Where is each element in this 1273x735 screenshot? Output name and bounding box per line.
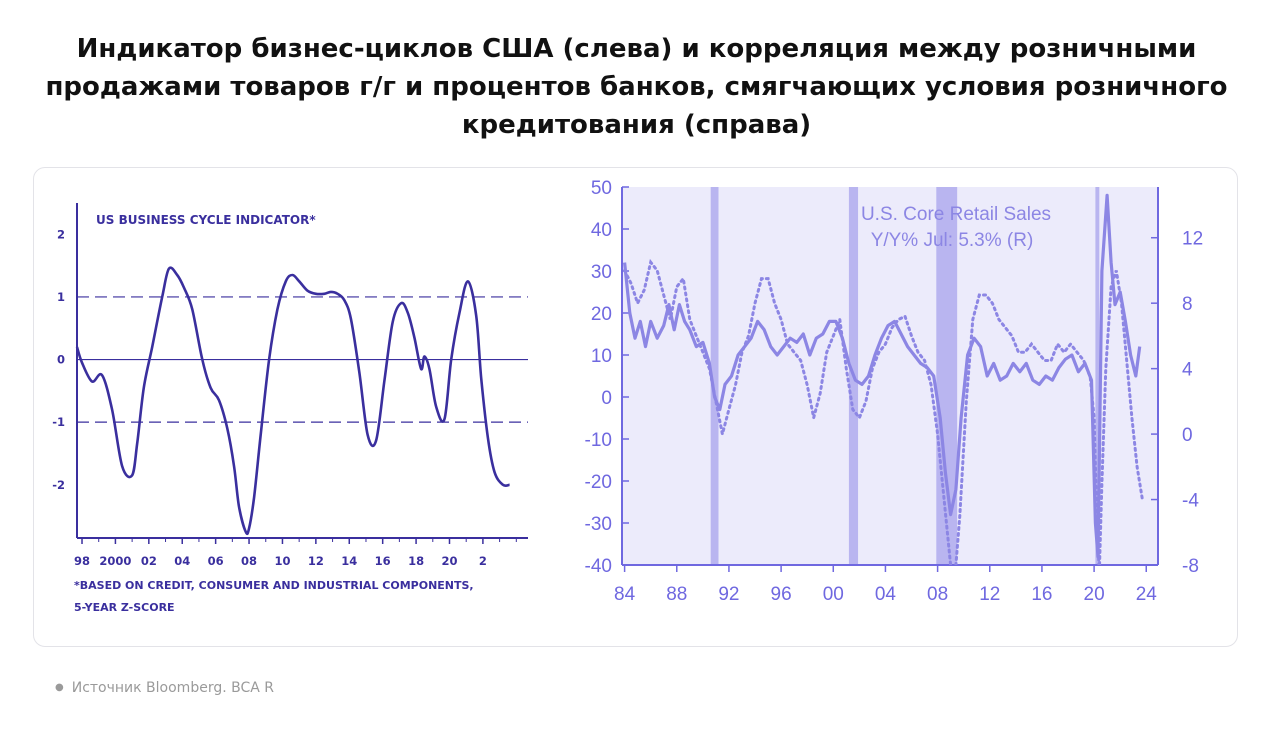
- right-annotation-line: U.S. Core Retail Sales: [861, 204, 1051, 225]
- right-x-tick-label: 12: [979, 584, 1000, 605]
- left-y-tick-label: -1: [52, 415, 65, 429]
- left-x-tick-label: 08: [241, 554, 257, 568]
- right-x-tick-label: 96: [771, 584, 792, 605]
- chart-card: 2 1 0 -1 -2 98 2000 02 04 06 08 10 12 14 16 18 20 2 US BUS…: [33, 167, 1238, 647]
- right-x-tick-label: 16: [1031, 584, 1052, 605]
- right-x-tick-label: 84: [614, 584, 636, 605]
- business-cycle-line: [75, 266, 510, 536]
- left-y-tick-label: 2: [57, 227, 65, 241]
- left-x-tick-label: 20: [441, 554, 457, 568]
- recession-band: [936, 187, 958, 565]
- right-y-right-tick-label: 0: [1182, 425, 1193, 446]
- left-chart: 210-1-298 2000 02 04 06 08 10 12 14 16 18 20 2US BUS…: [52, 203, 528, 614]
- right-y-left-tick-label: 0: [601, 388, 612, 409]
- source-text: Источник Bloomberg. BCA R: [71, 680, 275, 696]
- left-x-tick-label: 18: [408, 554, 424, 568]
- left-y-tick-label: -2: [52, 478, 65, 492]
- left-chart-title: US BUSINESS CYCLE INDICATOR*: [96, 213, 316, 227]
- left-x-tick-label: 12: [308, 554, 324, 568]
- right-y-left-tick-label: -40: [585, 556, 612, 577]
- page-title: Индикатор бизнес-циклов США (слева) и ко…: [45, 34, 1228, 140]
- right-y-right-tick-label: 12: [1182, 229, 1203, 250]
- right-y-right-tick-label: -8: [1182, 556, 1199, 577]
- core-retail-sales-line: [623, 193, 1142, 559]
- right-y-left-tick-label: -20: [585, 472, 612, 493]
- left-footnote-line: 5-YEAR Z-SCORE: [74, 601, 175, 614]
- left-x-tick-label: 98: [74, 554, 90, 568]
- right-x-tick-label: 20: [1084, 584, 1105, 605]
- left-x-tick-label: 16: [375, 554, 391, 568]
- right-y-left-tick-label: 10: [591, 346, 612, 367]
- left-y-tick-label: 0: [57, 353, 65, 367]
- right-x-tick-label: 00: [823, 584, 844, 605]
- left-x-tick-label: 14: [341, 554, 357, 568]
- bullet-icon: ●: [55, 682, 64, 693]
- left-x-tick-label: 10: [274, 554, 290, 568]
- right-y-left-tick-label: 50: [591, 178, 612, 199]
- left-x-tick-label: 2000: [99, 554, 131, 568]
- right-y-right-tick-label: 4: [1182, 360, 1193, 381]
- right-x-tick-label: 24: [1136, 584, 1158, 605]
- left-x-tick-label: 06: [208, 554, 224, 568]
- right-x-tick-label: 92: [718, 584, 739, 605]
- right-y-left-tick-label: -10: [585, 430, 612, 451]
- right-y-right-tick-label: 8: [1182, 294, 1193, 315]
- right-y-left-tick-label: 40: [591, 220, 612, 241]
- right-y-right-tick-label: -4: [1182, 491, 1199, 512]
- left-y-tick-label: 1: [57, 290, 65, 304]
- right-y-left-tick-label: 20: [591, 304, 612, 325]
- right-y-left-tick-label: -30: [585, 514, 612, 535]
- recession-band: [1095, 187, 1100, 565]
- right-y-left-tick-label: 30: [591, 262, 612, 283]
- recession-band: [710, 187, 719, 565]
- source-note: ● Источник Bloomberg. BCA R: [55, 680, 274, 696]
- right-x-tick-label: 88: [666, 584, 687, 605]
- left-x-tick-label: 02: [141, 554, 157, 568]
- right-x-tick-label: 08: [927, 584, 948, 605]
- charts-canvas: 210-1-298 2000 02 04 06 08 10 12 14 16 18 20 2US BUS…: [52, 178, 1204, 614]
- left-x-tick-label: 2: [479, 554, 487, 568]
- right-annotation-line: Y/Y% Jul: 5.3% (R): [871, 230, 1034, 251]
- left-x-tick-label: 04: [174, 554, 190, 568]
- right-x-tick-label: 04: [875, 584, 897, 605]
- banks-easing-standards-line: [623, 258, 1144, 565]
- left-footnote-line: *BASED ON CREDIT, CONSUMER AND INDUSTRIA…: [74, 579, 474, 592]
